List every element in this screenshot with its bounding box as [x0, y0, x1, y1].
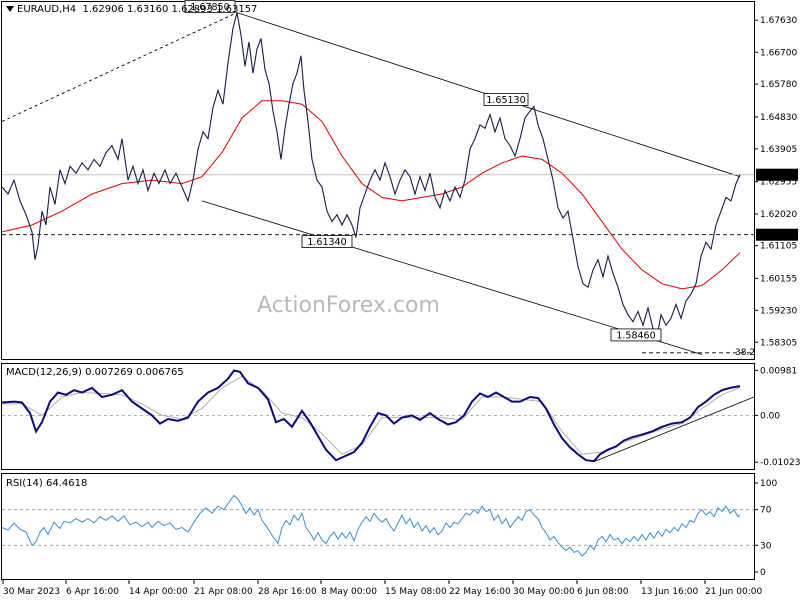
level-label: 1.63157 — [759, 171, 796, 181]
macd-layer — [1, 369, 755, 463]
x-tick-label: 30 May 00:00 — [513, 587, 575, 597]
macd-tick-label: 0.00 — [760, 411, 780, 421]
chart-header: EURAUD,H4 1.62906 1.63160 1.62893 1.6315… — [6, 4, 257, 15]
annotation-label: 1.61340 — [307, 237, 346, 248]
macd-tick-label: 0.00981 — [760, 366, 797, 376]
price-panel-frame — [1, 1, 755, 360]
x-tick-label: 21 Apr 08:00 — [194, 587, 253, 597]
rsi-title: RSI(14) 64.4618 — [6, 478, 88, 489]
annotation-box — [301, 235, 353, 248]
symbol-icon — [6, 6, 14, 12]
x-tick-label: 21 Jun 00:00 — [705, 587, 762, 597]
price-tick-label: 1.61105 — [760, 242, 797, 252]
rsi-line — [1, 494, 741, 557]
x-tick-label: 14 Apr 00:00 — [129, 587, 188, 597]
annotation-label: 1.58460 — [616, 330, 655, 341]
price-tick-label: 1.62020 — [760, 210, 797, 220]
annotation-box — [483, 93, 529, 106]
rsi-layer — [1, 494, 754, 557]
rsi-tick-label: 70 — [760, 506, 772, 516]
x-tick-label: 13 Jun 16:00 — [641, 587, 698, 597]
watermark: ActionForex.com — [257, 293, 440, 318]
annotation-label: 1.65130 — [486, 95, 525, 106]
price-tick-label: 1.65780 — [760, 80, 797, 90]
price-tick-label: 1.60155 — [760, 274, 797, 284]
macd-tick-label: -0.010235 — [760, 458, 800, 468]
price-line — [1, 12, 741, 339]
x-tick-label: 6 Jun 08:00 — [577, 587, 629, 597]
price-tick-label: 1.66700 — [760, 48, 797, 58]
price-layer: 1.67850 1.65130 1.61340 1.58460 38.2 — [1, 0, 755, 358]
annotation-box — [184, 0, 236, 14]
fib-label: 38.2 — [735, 348, 755, 358]
price-tick-label: 1.67630 — [760, 16, 797, 26]
price-tick-label: 1.62955 — [760, 178, 797, 188]
axis-layer: 1.67630 1.66700 1.65780 1.64830 1.63905 1.629… — [2, 16, 800, 597]
dotted-trend-line — [1, 12, 238, 122]
level-label: 1.61420 — [759, 231, 796, 241]
rsi-panel-frame — [1, 473, 755, 580]
ohlc-values: 1.62906 1.63160 1.62893 1.63157 — [82, 4, 258, 15]
level-label-box — [756, 228, 798, 241]
price-tick-label: 1.63905 — [760, 145, 797, 155]
rsi-tick-label: 0 — [760, 568, 766, 578]
x-tick-label: 30 Mar 2023 — [3, 587, 60, 597]
x-tick-label: 15 May 08:00 — [385, 587, 447, 597]
macd-line — [1, 369, 741, 463]
moving-average-line — [1, 100, 741, 290]
rsi-tick-label: 30 — [760, 541, 772, 551]
price-tick-label: 1.58305 — [760, 338, 797, 348]
annotation-box — [610, 328, 662, 342]
level-label-box — [756, 168, 798, 181]
symbol-label: EURAUD,H4 — [17, 4, 77, 15]
macd-panel-frame — [1, 363, 755, 470]
price-tick-label: 1.64830 — [760, 113, 797, 123]
x-tick-label: 6 Apr 16:00 — [66, 587, 119, 597]
macd-trend-line — [593, 396, 755, 462]
macd-title: MACD(12,26,9) 0.007269 0.006765 — [6, 367, 184, 378]
rsi-tick-label: 100 — [760, 479, 777, 489]
x-tick-label: 28 Apr 16:00 — [258, 587, 317, 597]
annotation-label: 1.67850 — [190, 2, 229, 13]
x-tick-label: 8 May 00:00 — [321, 587, 377, 597]
x-tick-label: 22 May 16:00 — [449, 587, 511, 597]
price-tick-label: 1.59230 — [760, 306, 797, 316]
